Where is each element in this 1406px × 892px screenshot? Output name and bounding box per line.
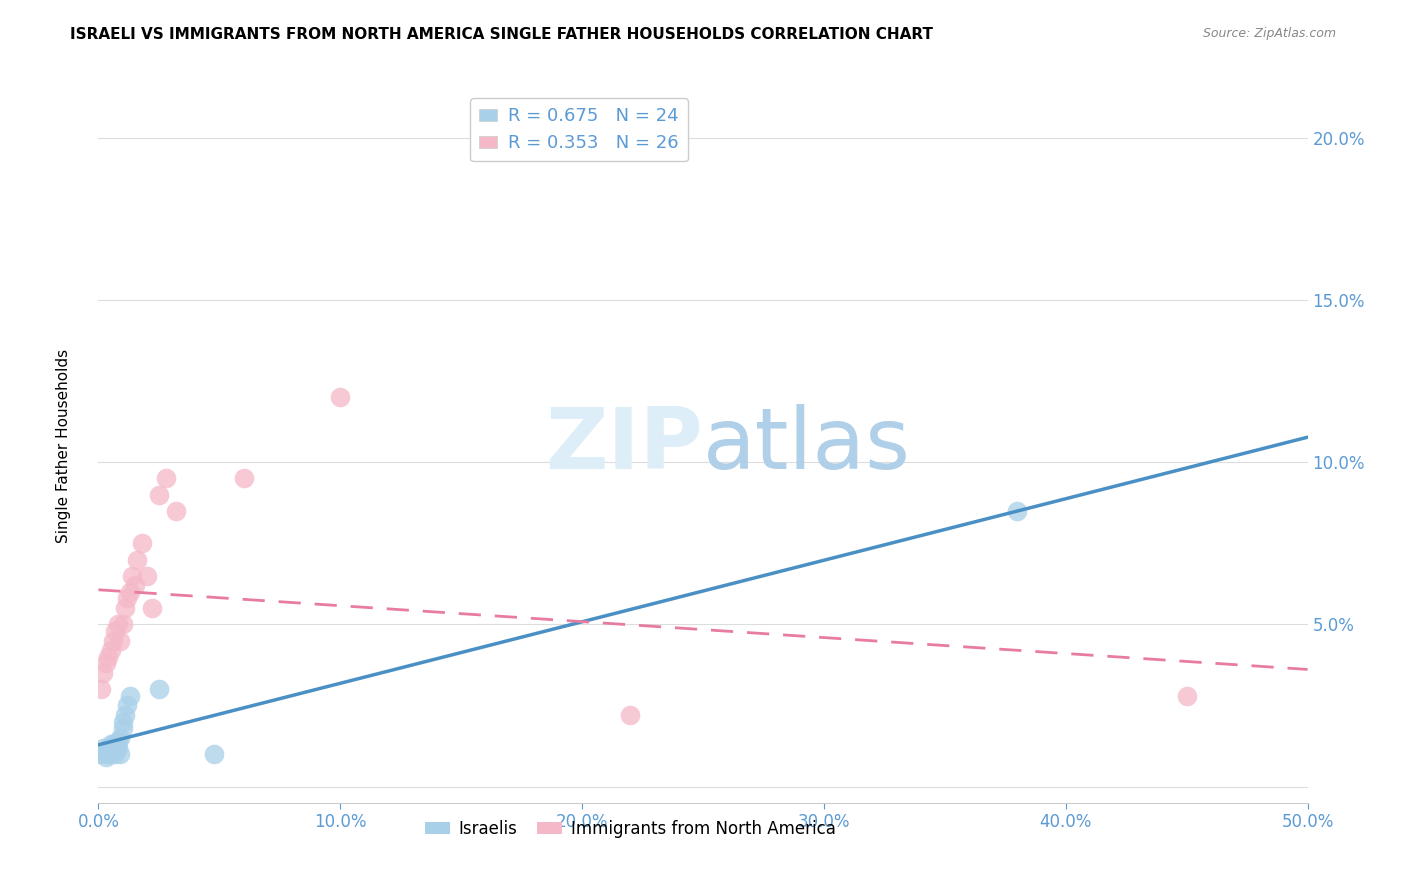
Point <box>101 744 124 758</box>
Point <box>97 649 120 664</box>
Point <box>108 633 131 648</box>
Point <box>114 601 136 615</box>
Point <box>114 708 136 723</box>
Point <box>232 471 254 485</box>
Point <box>155 471 177 485</box>
Point <box>104 740 127 755</box>
Point <box>118 689 141 703</box>
Point <box>108 731 131 745</box>
Point <box>108 747 131 761</box>
Point <box>97 740 120 755</box>
Point <box>100 738 122 752</box>
Legend: Israelis, Immigrants from North America: Israelis, Immigrants from North America <box>419 814 842 845</box>
Point <box>204 747 226 761</box>
Point <box>131 536 153 550</box>
Point <box>91 666 114 681</box>
Point <box>148 488 170 502</box>
Point <box>101 633 124 648</box>
Point <box>135 568 157 582</box>
Text: ISRAELI VS IMMIGRANTS FROM NORTH AMERICA SINGLE FATHER HOUSEHOLDS CORRELATION CH: ISRAELI VS IMMIGRANTS FROM NORTH AMERICA… <box>70 27 934 42</box>
Point <box>329 390 352 404</box>
Point <box>127 552 149 566</box>
Point <box>121 568 143 582</box>
Point <box>101 738 124 752</box>
Point <box>107 734 129 748</box>
Point <box>148 682 170 697</box>
Point <box>104 624 127 638</box>
Point <box>1175 689 1198 703</box>
Point <box>91 740 114 755</box>
Text: Source: ZipAtlas.com: Source: ZipAtlas.com <box>1202 27 1336 40</box>
Point <box>111 714 134 729</box>
Point <box>94 750 117 764</box>
Point <box>111 721 134 735</box>
Point <box>94 657 117 671</box>
Point <box>141 601 163 615</box>
Text: atlas: atlas <box>703 404 911 488</box>
Point <box>90 747 112 761</box>
Point <box>90 682 112 697</box>
Point <box>94 744 117 758</box>
Text: ZIP: ZIP <box>546 404 703 488</box>
Point <box>165 504 187 518</box>
Point <box>100 747 122 761</box>
Text: Single Father Households: Single Father Households <box>56 349 70 543</box>
Point <box>107 740 129 755</box>
Point <box>619 708 641 723</box>
Point <box>118 585 141 599</box>
Point <box>100 643 122 657</box>
Point <box>104 747 127 761</box>
Point <box>107 617 129 632</box>
Point <box>117 591 139 606</box>
Point <box>111 617 134 632</box>
Point <box>1007 504 1029 518</box>
Point <box>117 698 139 713</box>
Point <box>97 747 120 761</box>
Point <box>124 578 146 592</box>
